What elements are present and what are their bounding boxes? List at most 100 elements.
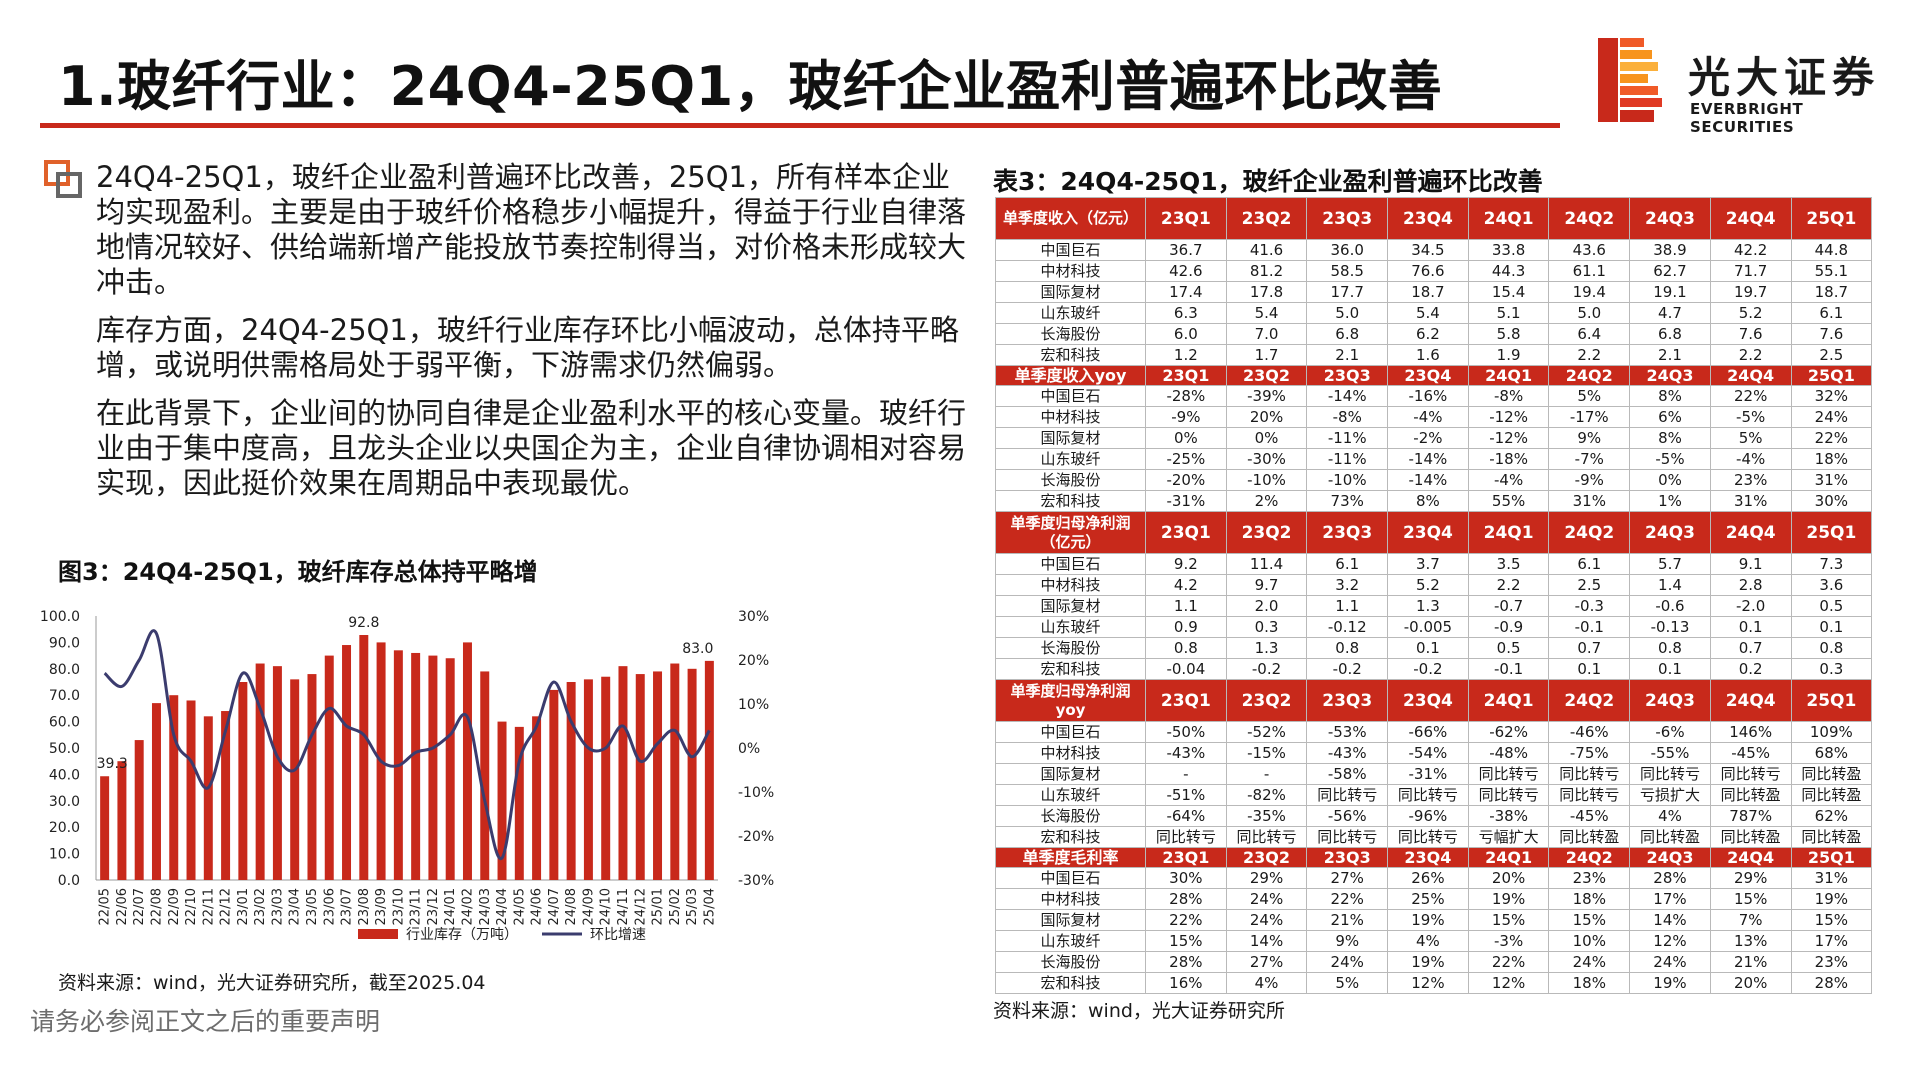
company-name: 中材科技 xyxy=(995,742,1146,764)
company-name: 宏和科技 xyxy=(995,490,1146,512)
quarter-header: 24Q3 xyxy=(1629,365,1711,386)
quarter-header: 24Q1 xyxy=(1467,365,1550,386)
table-cell: 0.7 xyxy=(1548,637,1631,659)
table-cell: 2.2 xyxy=(1467,574,1550,596)
table-cell: 7.6 xyxy=(1790,323,1873,345)
table-cell: 5.0 xyxy=(1306,302,1389,324)
table-cell: 4.2 xyxy=(1145,574,1227,596)
quarter-header: 24Q1 xyxy=(1467,847,1550,868)
table-cell: 41.6 xyxy=(1225,239,1308,261)
table-cell: 44.8 xyxy=(1790,239,1873,261)
quarter-header: 23Q1 xyxy=(1145,197,1227,240)
table-cell: 38.9 xyxy=(1629,239,1711,261)
y-tick-label: 90.0 xyxy=(49,635,80,651)
table-cell: 76.6 xyxy=(1387,260,1469,282)
x-tick-label: 23/03 xyxy=(270,888,285,925)
table-cell: 17.7 xyxy=(1306,281,1389,303)
company-name: 宏和科技 xyxy=(995,658,1146,680)
table-cell: 3.2 xyxy=(1306,574,1389,596)
table-cell: -8% xyxy=(1467,385,1550,407)
table-cell: 1.6 xyxy=(1387,344,1469,366)
table-cell: 14% xyxy=(1629,909,1711,931)
table-cell: -9% xyxy=(1548,469,1631,491)
table-cell: 13% xyxy=(1709,930,1792,952)
table-cell: -12% xyxy=(1467,427,1550,449)
company-name: 国际复材 xyxy=(995,909,1146,931)
table-cell: 15.4 xyxy=(1467,281,1550,303)
table-cell: 31% xyxy=(1709,490,1792,512)
table-cell: 0.8 xyxy=(1145,637,1227,659)
table-cell: 6.2 xyxy=(1387,323,1469,345)
table-cell: 2.1 xyxy=(1306,344,1389,366)
paragraph-inventory: 库存方面，24Q4-25Q1，玻纤行业库存环比小幅波动，总体持平略增，或说明供需… xyxy=(96,313,959,382)
table-cell: 同比转亏 xyxy=(1548,763,1631,785)
section-header-row: 单季度毛利率 23Q1 23Q2 23Q3 23Q4 24Q1 24Q2 24Q3 24Q4 25… xyxy=(995,847,1873,868)
table-row: 山东玻纤 15% 14% 9% 4% -3% 10% 12% 13% 17% xyxy=(995,930,1873,952)
quarter-header: 23Q1 xyxy=(1145,511,1227,554)
table-cell: -0.9 xyxy=(1467,616,1550,638)
company-name: 中材科技 xyxy=(995,260,1146,282)
table-cell: -16% xyxy=(1387,385,1469,407)
table-row: 宏和科技 -0.04 -0.2 -0.2 -0.2 -0.1 0.1 0.1 0.2 0.3 xyxy=(995,658,1873,680)
table-cell: 6.1 xyxy=(1548,553,1631,575)
quarter-header: 23Q4 xyxy=(1387,197,1469,240)
company-name: 长海股份 xyxy=(995,637,1146,659)
table-cell: -58% xyxy=(1306,763,1389,785)
quarter-header: 24Q2 xyxy=(1548,197,1631,240)
table-cell: -18% xyxy=(1467,448,1550,470)
table-cell: -0.13 xyxy=(1629,616,1711,638)
table-cell: -51% xyxy=(1145,784,1227,806)
table-cell: -96% xyxy=(1387,805,1469,827)
table-row: 中材科技 -9% 20% -8% -4% -12% -17% 6% -5% 24% xyxy=(995,406,1873,428)
table-cell: -54% xyxy=(1387,742,1469,764)
quarter-header: 23Q3 xyxy=(1306,679,1389,722)
table-cell: -0.6 xyxy=(1629,595,1711,617)
table-cell: 5.1 xyxy=(1467,302,1550,324)
inventory-bar xyxy=(532,716,542,880)
table-cell: 22% xyxy=(1145,909,1227,931)
table-cell: 27% xyxy=(1225,951,1308,973)
table-cell: 9.1 xyxy=(1709,553,1792,575)
quarter-header: 23Q4 xyxy=(1387,365,1469,386)
table-cell: 0.3 xyxy=(1790,658,1873,680)
table-cell: 亏损扩大 xyxy=(1629,784,1711,806)
table-cell: 同比转亏 xyxy=(1387,826,1469,848)
quarter-header: 24Q1 xyxy=(1467,679,1550,722)
x-tick-label: 24/06 xyxy=(530,888,545,925)
table-row: 中材科技 4.2 9.7 3.2 5.2 2.2 2.5 1.4 2.8 3.6 xyxy=(995,574,1873,596)
table-cell: 4.7 xyxy=(1629,302,1711,324)
section-header-row: 单季度收入（亿元） 23Q1 23Q2 23Q3 23Q4 24Q1 24Q2 24Q3 24Q… xyxy=(995,197,1873,240)
quarter-header: 24Q2 xyxy=(1548,365,1631,386)
table-cell: 22% xyxy=(1467,951,1550,973)
quarter-header: 23Q2 xyxy=(1225,511,1308,554)
body-text: 24Q4-25Q1，玻纤企业盈利普遍环比改善，25Q1，所有样本企业均实现盈利。… xyxy=(96,160,976,514)
logo-chinese-name: 光大证券 xyxy=(1688,53,1881,102)
table-cell: -5% xyxy=(1709,406,1792,428)
table-cell: 787% xyxy=(1709,805,1792,827)
x-tick-label: 24/05 xyxy=(512,888,527,925)
quarter-header: 23Q4 xyxy=(1387,847,1469,868)
table-cell: 15% xyxy=(1467,909,1550,931)
table-cell: 42.2 xyxy=(1709,239,1792,261)
table-row: 长海股份 28% 27% 24% 19% 22% 24% 24% 21% 23% xyxy=(995,951,1873,973)
table-source: 资料来源：wind，光大证券研究所 xyxy=(993,1000,1285,1022)
quarter-header: 23Q3 xyxy=(1306,197,1389,240)
table-cell: 2.2 xyxy=(1548,344,1631,366)
table-cell: 44.3 xyxy=(1467,260,1550,282)
quarter-header: 24Q2 xyxy=(1548,847,1631,868)
table-cell: 1.3 xyxy=(1225,637,1308,659)
quarter-header: 25Q1 xyxy=(1790,679,1873,722)
section-header-row: 单季度收入yoy 23Q1 23Q2 23Q3 23Q4 24Q1 24Q2 24Q3 24Q4… xyxy=(995,365,1873,386)
quarter-header: 24Q1 xyxy=(1467,511,1550,554)
section-label: 单季度归母净利润yoy xyxy=(995,679,1146,722)
table-cell: 9.2 xyxy=(1145,553,1227,575)
chart-source: 资料来源：wind，光大证券研究所，截至2025.04 xyxy=(58,972,486,994)
table-cell: -4% xyxy=(1387,406,1469,428)
table-cell: 1.2 xyxy=(1145,344,1227,366)
section-header-row: 单季度归母净利润yoy 23Q1 23Q2 23Q3 23Q4 24Q1 24Q2 24Q3 2… xyxy=(995,679,1873,722)
company-name: 长海股份 xyxy=(995,951,1146,973)
x-tick-label: 22/12 xyxy=(219,888,234,925)
table-cell: -66% xyxy=(1387,721,1469,743)
table-cell: 0% xyxy=(1145,427,1227,449)
inventory-bar xyxy=(566,682,576,880)
